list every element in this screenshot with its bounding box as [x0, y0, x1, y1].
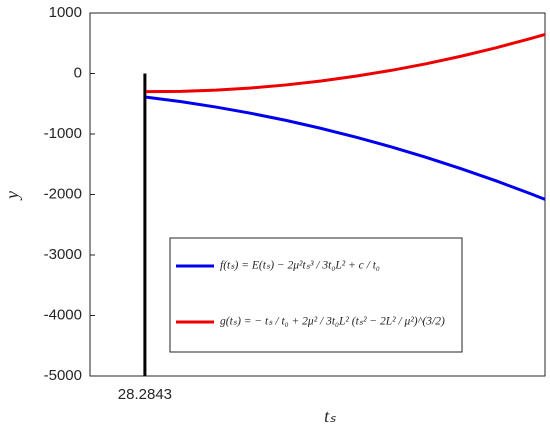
x-axis-label: tₛ — [324, 406, 336, 426]
y-axis-label: y — [2, 191, 22, 201]
x-tick-label: 28.2843 — [118, 386, 172, 403]
series-line — [145, 33, 546, 94]
y-tick-label: -4000 — [44, 306, 82, 323]
y-tick-label: -1000 — [44, 125, 82, 142]
y-tick-label: 1000 — [49, 4, 82, 21]
y-tick-label: -5000 — [44, 367, 82, 384]
legend-label: f(tₛ) = E(tₛ) − 2μ²tₛ³ / 3t₀L² + c / t₀ — [220, 260, 380, 272]
y-tick-label: -2000 — [44, 185, 82, 202]
legend-label: g(tₛ) = − tₛ / t₀ + 2μ² / 3t₀L² (tₛ² − 2… — [220, 316, 445, 328]
y-tick-label: -3000 — [44, 246, 82, 263]
legend-box — [169, 237, 463, 353]
legend: f(tₛ) = E(tₛ) − 2μ²tₛ³ / 3t₀L² + c / t₀ g… — [169, 237, 463, 353]
series-line — [145, 95, 546, 201]
y-tick-label: 0 — [74, 64, 82, 81]
